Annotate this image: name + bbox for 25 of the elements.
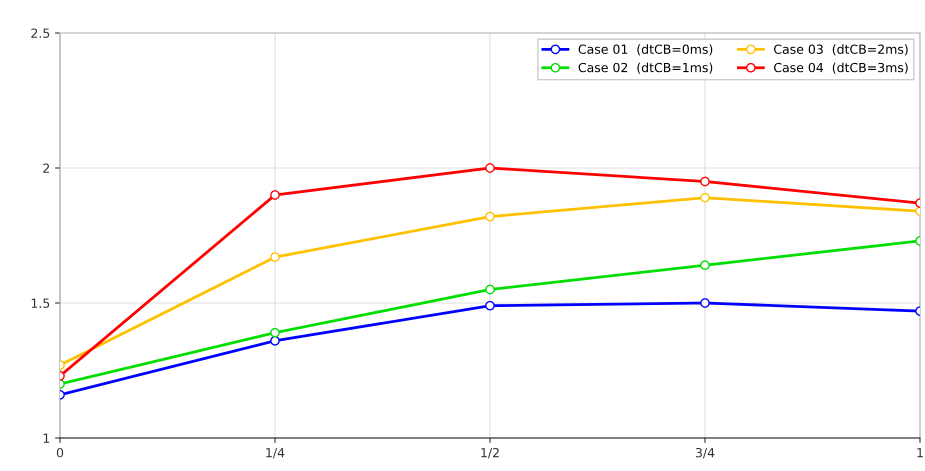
legend-label: Case 03 (dtCB=2ms) bbox=[774, 44, 908, 56]
point bbox=[270, 336, 280, 346]
legend-label: Case 02 (dtCB=1ms) bbox=[578, 62, 712, 74]
y-tick-label: 1.5 bbox=[32, 298, 50, 308]
legend-label: Case 01 (dtCB=0ms) bbox=[578, 44, 712, 56]
point bbox=[270, 252, 280, 262]
x-tick-label: 3/4 bbox=[696, 448, 714, 458]
y-tick-label: 2 bbox=[43, 163, 50, 173]
point bbox=[485, 212, 495, 222]
y-tick-label: 1 bbox=[44, 434, 50, 443]
x-tick-label: 1 bbox=[917, 448, 923, 458]
point bbox=[700, 176, 710, 186]
point bbox=[485, 284, 495, 294]
x-tick-label: 0 bbox=[56, 448, 64, 458]
y-tick-label: 2.5 bbox=[31, 28, 50, 38]
x-tick-label: 1/4 bbox=[266, 448, 284, 458]
point bbox=[270, 328, 280, 338]
x-tick-label: 1/2 bbox=[481, 448, 499, 458]
point bbox=[485, 300, 495, 311]
point bbox=[700, 192, 710, 203]
point bbox=[700, 260, 710, 270]
point bbox=[700, 298, 710, 308]
point bbox=[270, 190, 280, 200]
legend-label: Case 04 (dtCB=3ms) bbox=[774, 62, 908, 74]
point bbox=[485, 163, 495, 173]
